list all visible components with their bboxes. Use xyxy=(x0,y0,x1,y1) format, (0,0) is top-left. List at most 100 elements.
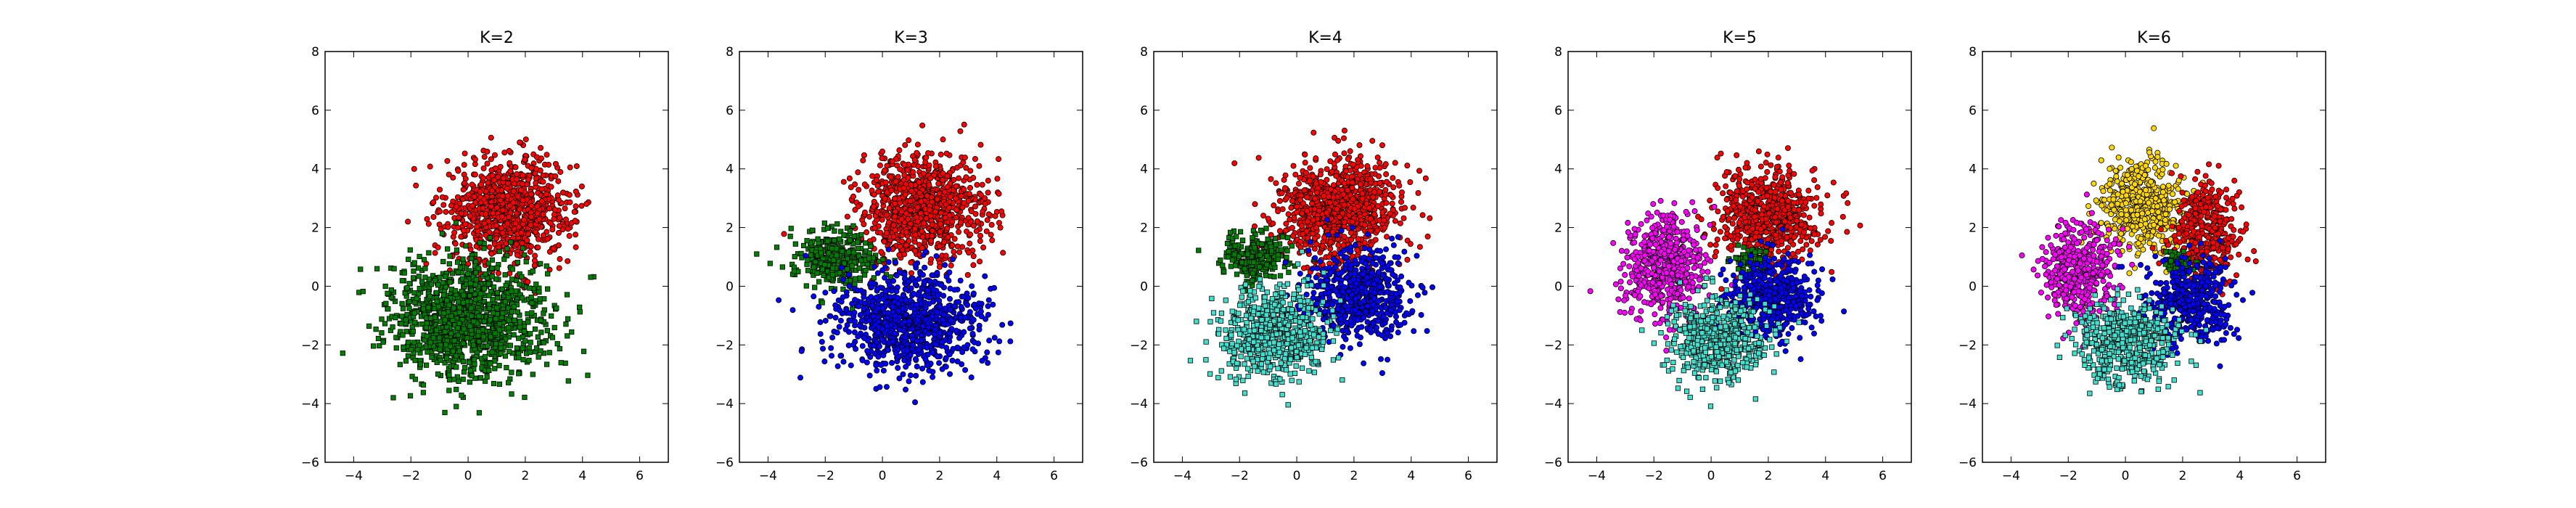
data-point xyxy=(949,218,956,225)
data-point xyxy=(511,332,517,337)
data-point xyxy=(399,278,405,284)
data-point xyxy=(427,163,433,170)
data-point xyxy=(391,266,397,271)
data-point xyxy=(969,346,976,353)
data-point xyxy=(409,374,415,380)
x-tick-label: 0 xyxy=(879,469,887,483)
data-point xyxy=(979,358,985,364)
data-point xyxy=(504,364,509,371)
data-point xyxy=(468,306,474,311)
data-point xyxy=(458,210,464,217)
data-point xyxy=(938,221,944,227)
data-point xyxy=(538,144,544,151)
data-point xyxy=(855,333,861,340)
data-point xyxy=(1356,142,1363,148)
data-point xyxy=(411,290,417,296)
data-point xyxy=(442,329,448,335)
data-point xyxy=(528,349,533,355)
data-point xyxy=(908,270,914,276)
data-point xyxy=(983,228,990,234)
data-point xyxy=(489,274,495,279)
data-point xyxy=(947,317,953,324)
data-point xyxy=(929,221,935,228)
data-point xyxy=(506,295,512,300)
data-point xyxy=(555,178,562,184)
data-point xyxy=(1384,179,1390,185)
data-point xyxy=(958,193,964,200)
data-point xyxy=(426,250,432,255)
data-point xyxy=(547,220,554,226)
data-point xyxy=(916,179,922,186)
y-tick-label: 6 xyxy=(726,104,734,118)
data-point xyxy=(1313,155,1319,162)
data-point xyxy=(902,191,908,197)
data-point xyxy=(528,214,535,221)
data-point xyxy=(1297,174,1303,181)
data-point xyxy=(404,285,410,291)
data-point xyxy=(926,182,932,189)
data-point xyxy=(460,187,467,193)
data-point xyxy=(451,305,456,311)
data-point xyxy=(907,207,914,213)
data-point xyxy=(413,182,419,189)
data-point xyxy=(371,343,377,349)
data-point xyxy=(478,181,485,188)
data-point xyxy=(861,294,867,300)
data-point xyxy=(822,317,829,324)
data-point xyxy=(906,318,913,324)
data-point xyxy=(440,202,447,208)
data-point xyxy=(922,159,929,165)
data-point xyxy=(469,287,475,293)
data-point xyxy=(846,175,853,181)
data-point xyxy=(821,272,826,279)
data-point xyxy=(819,338,825,345)
data-point xyxy=(1398,199,1405,205)
data-point xyxy=(837,270,842,276)
data-point xyxy=(902,297,908,303)
data-point xyxy=(928,194,935,200)
data-point xyxy=(893,288,900,295)
data-point xyxy=(892,213,898,220)
data-point xyxy=(538,198,545,205)
data-point xyxy=(967,168,974,174)
data-point xyxy=(852,297,858,303)
data-point xyxy=(1342,163,1349,170)
data-point xyxy=(1398,189,1405,196)
data-point xyxy=(490,297,496,303)
data-point xyxy=(448,202,454,209)
data-point xyxy=(1374,227,1381,234)
data-point xyxy=(832,314,839,321)
data-point xyxy=(477,189,483,195)
data-point xyxy=(916,189,923,196)
data-point xyxy=(822,290,829,296)
data-point xyxy=(544,361,550,367)
data-point xyxy=(407,247,413,253)
data-point xyxy=(903,364,909,370)
data-point xyxy=(417,343,423,348)
data-point xyxy=(834,246,840,252)
data-point xyxy=(912,356,919,362)
data-point xyxy=(558,360,564,366)
data-point xyxy=(514,176,520,183)
data-point xyxy=(945,234,951,240)
data-point xyxy=(958,219,964,226)
data-point xyxy=(438,357,443,363)
data-point xyxy=(856,187,862,193)
data-point xyxy=(555,229,562,236)
data-point xyxy=(454,247,460,253)
x-tick-label: −4 xyxy=(759,469,777,483)
x-tick-label: 0 xyxy=(464,469,472,483)
data-point xyxy=(967,308,973,315)
data-point xyxy=(460,359,467,364)
data-point xyxy=(991,284,998,291)
data-point xyxy=(869,173,876,179)
data-point xyxy=(506,147,512,154)
data-point xyxy=(861,305,867,311)
data-point xyxy=(480,334,486,340)
data-point xyxy=(792,241,798,247)
data-point xyxy=(963,165,969,171)
data-point xyxy=(500,311,506,316)
data-point xyxy=(475,265,481,271)
y-tick-label: 6 xyxy=(311,104,319,118)
data-point xyxy=(877,229,884,236)
